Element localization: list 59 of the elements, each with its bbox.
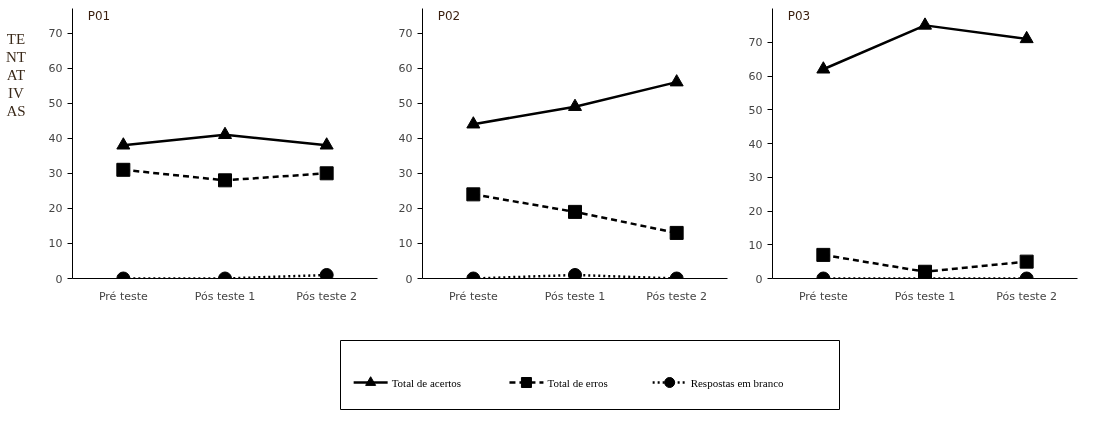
point [816, 61, 831, 74]
x-tick-label: Pós teste 2 [646, 289, 707, 303]
point [918, 17, 932, 30]
x-tick-label: Pós teste 1 [894, 289, 956, 303]
y-tick-label: 30 [48, 167, 63, 181]
point [1019, 254, 1034, 269]
legend-label: Total de acertos [391, 376, 462, 389]
y-tick-label: 40 [48, 132, 63, 146]
y-tick-label: 30 [398, 167, 413, 181]
y-tick-label: 0 [405, 272, 413, 286]
point [466, 187, 481, 202]
x-tick-label: Pré teste [98, 289, 148, 303]
point [816, 247, 831, 262]
x-tick-label: Pré teste [448, 289, 498, 303]
y-tick-label: 70 [48, 27, 63, 41]
point [568, 98, 582, 111]
y-tick-label: 40 [748, 137, 763, 151]
y-tick-label: 10 [398, 237, 413, 251]
y-tick-label: 50 [398, 97, 413, 111]
y-tick-label: 10 [748, 238, 763, 252]
point [319, 137, 334, 150]
point [669, 74, 684, 87]
point [1019, 30, 1034, 44]
y-tick-label: 20 [748, 205, 763, 218]
y-tick-label: 60 [748, 70, 763, 83]
y-tick-label: 20 [398, 202, 413, 216]
point [568, 204, 582, 219]
legend-label: Respostas em branco [690, 376, 785, 389]
y-tick-label: 50 [748, 103, 763, 117]
x-tick-label: Pós teste 2 [996, 289, 1057, 303]
point [116, 137, 131, 150]
x-tick-label: Pós teste 2 [296, 289, 357, 303]
point [218, 126, 232, 139]
point [116, 162, 131, 177]
y-tick-label: 70 [748, 36, 763, 50]
x-tick-label: Pós teste 1 [544, 289, 606, 303]
chart-title: P03 [787, 8, 811, 23]
y-tick-label: 10 [48, 237, 63, 251]
point [669, 225, 684, 240]
y-tick-label: 50 [48, 97, 63, 111]
point [319, 268, 334, 279]
x-tick-label: Pós teste 1 [194, 289, 256, 303]
chart-title: P02 [437, 8, 461, 23]
point [466, 116, 481, 129]
point [568, 268, 582, 279]
point [319, 166, 334, 181]
x-tick-label: Pré teste [798, 289, 848, 303]
y-tick-label: 0 [755, 272, 763, 286]
y-tick-label: 70 [398, 27, 413, 41]
y-tick-label: 20 [48, 202, 63, 216]
legend-label: Total de erros [547, 376, 608, 389]
point [218, 173, 232, 188]
y-tick-label: 0 [55, 272, 63, 286]
y-tick-label: 40 [398, 132, 413, 146]
y-axis-title: TENTATIVAS [5, 30, 27, 120]
y-tick-label: 60 [48, 62, 63, 76]
y-tick-label: 60 [398, 62, 413, 76]
y-tick-label: 30 [748, 171, 763, 185]
chart-title: P01 [87, 8, 111, 23]
